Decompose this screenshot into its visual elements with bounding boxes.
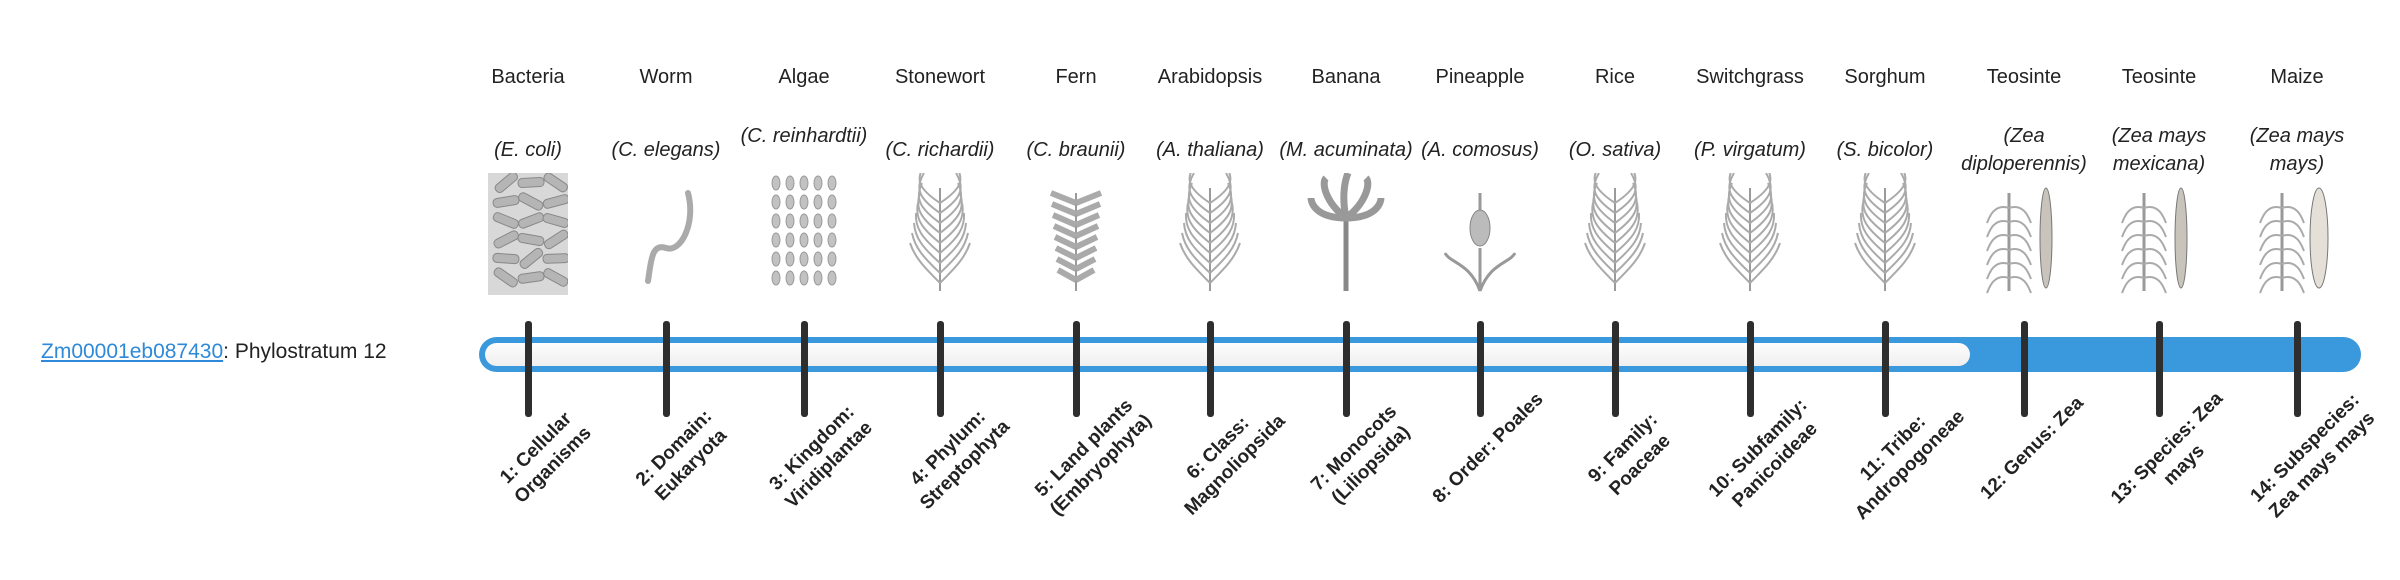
phylostratum-tick (801, 321, 808, 417)
organism-name: Teosinte (1986, 66, 2062, 88)
organism-name: Stonewort (894, 66, 986, 88)
phylostratum-tick (1207, 321, 1214, 417)
organism-species: (S. bicolor) (1836, 139, 1934, 161)
phylostratum-tick (525, 321, 532, 417)
organism-name: Switchgrass (1696, 66, 1804, 88)
organism-species: (A. thaliana) (1156, 139, 1264, 161)
organism-species: (Zea mays mexicana) (2111, 125, 2207, 175)
gene-phylostratum-label: Zm00001eb087430: Phylostratum 12 (41, 340, 387, 364)
organism-name: Maize (2270, 66, 2324, 88)
taxonomic-rank-label: 4: Phylum: Streptophyta (906, 406, 1014, 514)
phylostratum-tick (1747, 321, 1754, 417)
fern-icon (1036, 173, 1116, 295)
organism-name: Worm (639, 66, 693, 88)
phylostratum-tick (2156, 321, 2163, 417)
organism-name: Banana (1311, 66, 1381, 88)
taxonomic-rank-label: 8: Order: Poales (1428, 388, 1548, 508)
pineapple-icon (1440, 173, 1520, 295)
phylostratum-tick (1882, 321, 1889, 417)
rice-icon (1575, 162, 1655, 295)
organism-name: Algae (778, 66, 830, 88)
phylostratum-tick (1612, 321, 1619, 417)
taxonomic-rank-label: 14: Subspecies: Zea mays mays (2246, 389, 2380, 523)
bacteria-icon (488, 171, 570, 295)
phylostratum-bar (479, 337, 2361, 372)
stonewort-icon (900, 162, 980, 295)
taxonomic-rank-label: 12: Genus: Zea (1976, 392, 2088, 504)
teosinte-mexicana-icon (2119, 173, 2199, 295)
taxonomic-rank-label: 9: Family: Poaceae (1584, 409, 1675, 500)
phylostratum-tick (1073, 321, 1080, 417)
organism-name: Sorghum (1844, 66, 1926, 88)
taxonomic-rank-label: 5: Land plants (Embryophyta) (1031, 395, 1156, 520)
teosinte-icon (1984, 173, 2064, 295)
phylostratum-tick (937, 321, 944, 417)
switchgrass-icon (1710, 162, 1790, 295)
phylostratum-tick (1477, 321, 1484, 417)
organism-name: Rice (1594, 66, 1635, 88)
organism-species: (M. acuminata) (1279, 139, 1413, 161)
organism-species: (C. reinhardtii) (740, 125, 868, 147)
taxonomic-rank-label: 10: Subfamily: Panicoideae (1704, 394, 1822, 512)
organism-species: (C. elegans) (611, 139, 721, 161)
banana-icon (1306, 171, 1386, 295)
organism-species: (E. coli) (494, 139, 562, 161)
maize-icon (2257, 173, 2337, 295)
algae-icon (764, 173, 844, 295)
organism-species: (C. richardii) (885, 139, 995, 161)
organism-name: Teosinte (2121, 66, 2197, 88)
arabidopsis-icon (1170, 162, 1250, 295)
phylostratum-tick (1343, 321, 1350, 417)
organism-species: (Zea diploperennis) (1961, 125, 2087, 175)
phylostratum-text: : Phylostratum 12 (223, 340, 387, 363)
worm-icon (626, 173, 706, 295)
taxonomic-rank-label: 7: Monocots (Liliopsida) (1307, 401, 1415, 509)
phylostratum-bar-empty-track (485, 343, 1970, 366)
taxonomic-rank-label: 6: Class: Magnoliopsida (1180, 410, 1290, 520)
organism-name: Pineapple (1435, 66, 1525, 88)
sorghum-icon (1845, 162, 1925, 295)
organism-species: (Zea mays mays) (2249, 125, 2345, 175)
phylostratum-tick (2294, 321, 2301, 417)
phylostratum-tick (2021, 321, 2028, 417)
organism-name: Arabidopsis (1157, 66, 1263, 88)
taxonomic-rank-label: 11: Tribe: Andropogoneae (1851, 406, 1970, 525)
taxonomic-rank-label: 1: Cellular Organisms (496, 408, 596, 508)
phylostratum-tick (663, 321, 670, 417)
gene-id-link[interactable]: Zm00001eb087430 (41, 340, 224, 363)
taxonomic-rank-label: 2: Domain: Eukaryota (631, 405, 732, 506)
organism-species: (O. sativa) (1568, 139, 1662, 161)
organism-name: Bacteria (491, 66, 565, 88)
organism-species: (P. virgatum) (1694, 139, 1806, 161)
organism-name: Fern (1055, 66, 1097, 88)
taxonomic-rank-label: 3: Kingdom: Viridiplantae (765, 401, 877, 513)
organism-species: (A. comosus) (1421, 139, 1539, 161)
taxonomic-rank-label: 13: Species: Zea mays (2107, 388, 2228, 509)
organism-species: (C. braunii) (1026, 139, 1126, 161)
